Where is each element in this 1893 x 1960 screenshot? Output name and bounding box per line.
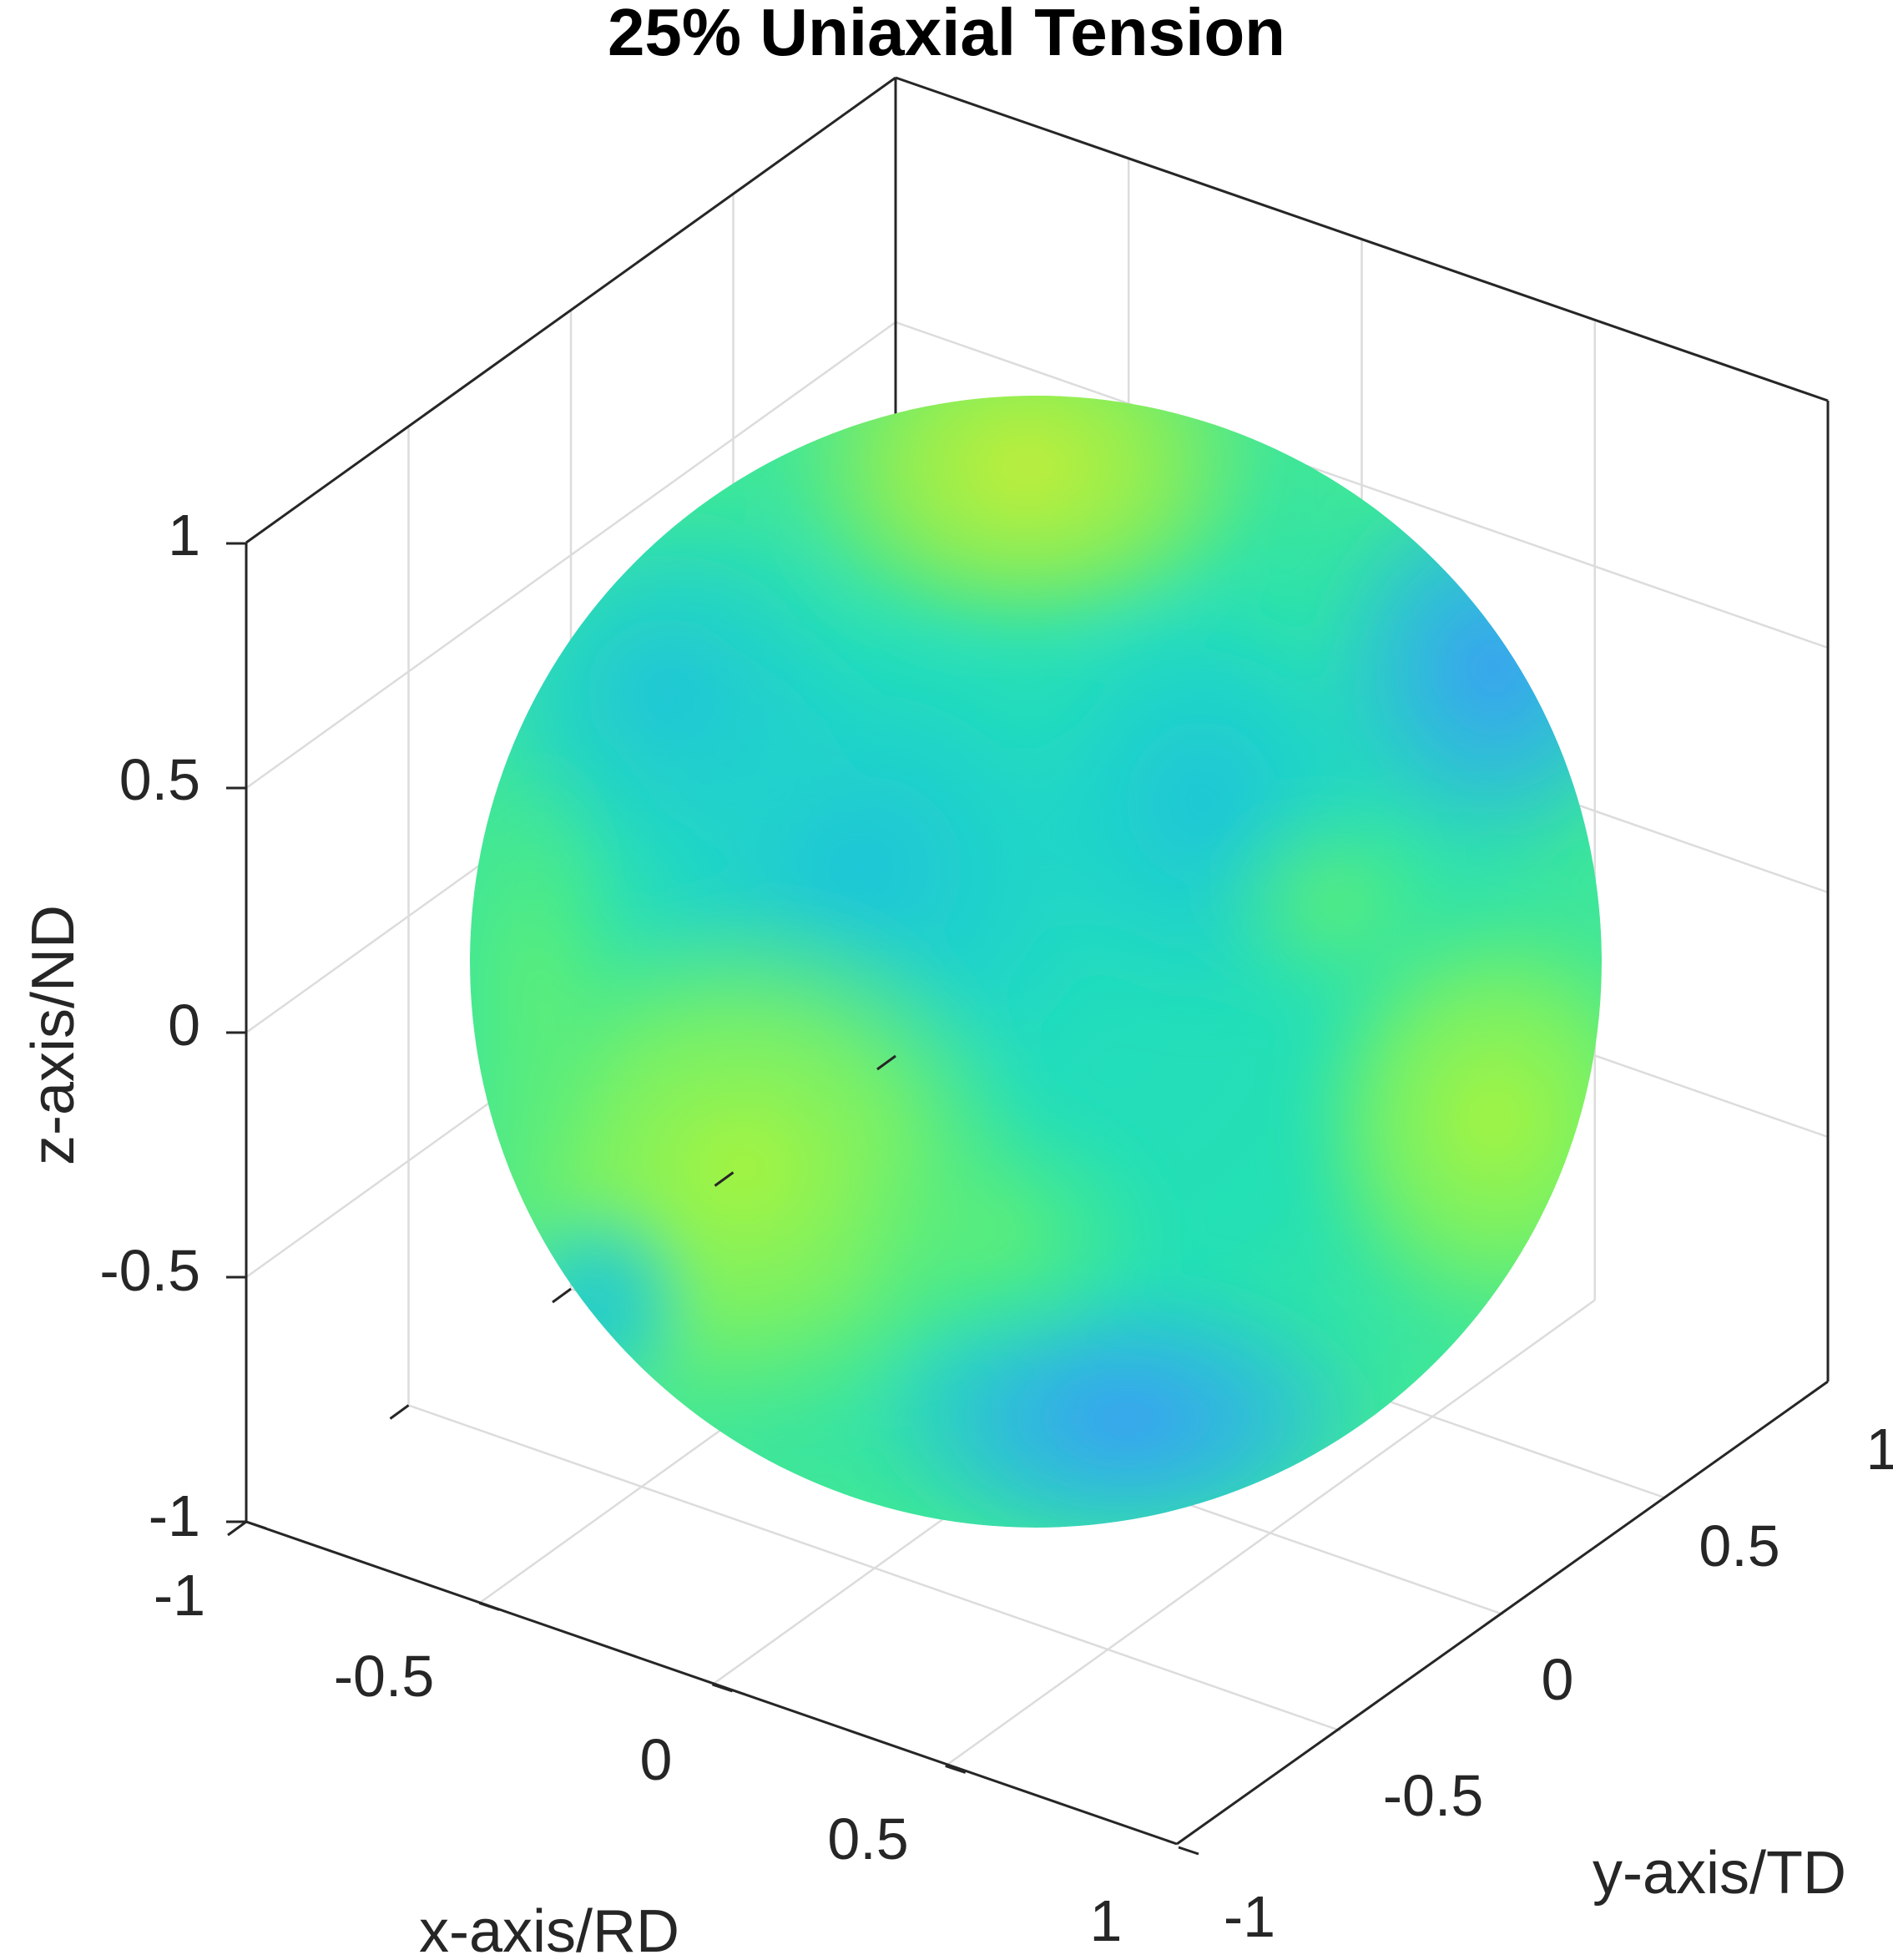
y-tick-label: -1: [1224, 1884, 1275, 1949]
tick-marks: [226, 542, 1199, 1856]
y-tick-label: 1: [1866, 1417, 1893, 1482]
x-tick-mark: [552, 1287, 572, 1304]
chart-title: 25% Uniaxial Tension: [608, 0, 1285, 69]
z-tick-label: -0.5: [99, 1238, 200, 1303]
axis-edge: [245, 1520, 1178, 1846]
y-tick-labels: -1 -0.5 0 0.5 1: [1224, 1417, 1893, 1949]
x-tick-label: -1: [154, 1563, 205, 1628]
y-tick-label: 0.5: [1699, 1513, 1779, 1579]
x-tick-label: -0.5: [334, 1644, 435, 1709]
x-tick-label: 0: [640, 1727, 673, 1792]
gridline: [245, 321, 896, 790]
x-tick-mark: [876, 1054, 896, 1071]
axis-edge: [895, 76, 1829, 402]
gridline: [895, 321, 1829, 649]
y-tick-mark: [1178, 1846, 1199, 1856]
y-tick-mark: [712, 1683, 733, 1693]
x-axis-label: x-axis/RD: [419, 1898, 679, 1960]
x-tick-label: 0.5: [827, 1806, 908, 1872]
x-tick-mark: [714, 1171, 734, 1187]
y-tick-mark: [245, 1520, 267, 1530]
y-tick-label: 0: [1542, 1647, 1574, 1712]
z-tick-label: -1: [149, 1483, 200, 1548]
axes-box-front: [245, 401, 1830, 1846]
z-tick-label: 1: [168, 503, 200, 568]
z-axis-label: z-axis/ND: [20, 905, 87, 1165]
axis-edge: [245, 76, 896, 544]
x-tick-mark: [389, 1404, 410, 1420]
sphere-surface: [470, 396, 1602, 1528]
axis-edge: [1176, 1380, 1829, 1846]
x-tick-mark: [227, 1520, 247, 1537]
y-axis-label: y-axis/TD: [1593, 1840, 1846, 1907]
y-tick-mark: [478, 1602, 500, 1611]
y-tick-label: -0.5: [1383, 1763, 1484, 1828]
z-tick-labels: 1 0.5 0 -0.5 -1: [99, 503, 200, 1548]
gridline: [945, 1299, 1596, 1767]
x-tick-labels: -1 -0.5 0 0.5 1: [154, 1563, 1123, 1953]
z-tick-label: 0.5: [119, 747, 200, 812]
y-tick-mark: [945, 1765, 967, 1774]
x-tick-label: 1: [1090, 1888, 1123, 1953]
z-tick-label: 0: [168, 993, 200, 1058]
